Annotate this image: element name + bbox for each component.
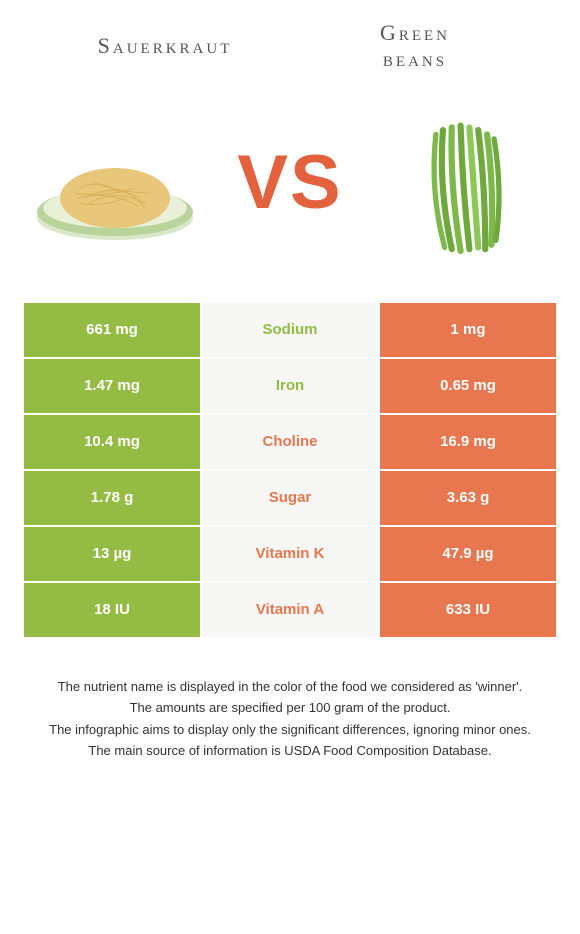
right-value: 1 mg: [380, 303, 556, 357]
footer-line: The nutrient name is displayed in the co…: [20, 677, 560, 697]
left-value: 13 µg: [24, 527, 200, 581]
footer-line: The main source of information is USDA F…: [20, 741, 560, 761]
vs-label: VS: [237, 139, 342, 226]
left-value: 18 IU: [24, 583, 200, 637]
table-row: 18 IUVitamin A633 IU: [24, 583, 556, 637]
title-left: Sauerkraut: [40, 33, 290, 59]
right-value: 0.65 mg: [380, 359, 556, 413]
left-value: 1.47 mg: [24, 359, 200, 413]
right-value: 47.9 µg: [380, 527, 556, 581]
nutrient-name: Vitamin A: [202, 583, 378, 637]
table-row: 1.47 mgIron0.65 mg: [24, 359, 556, 413]
table-row: 661 mgSodium1 mg: [24, 303, 556, 357]
nutrient-name: Iron: [202, 359, 378, 413]
green-beans-image: [380, 98, 550, 268]
right-value: 3.63 g: [380, 471, 556, 525]
footer-line: The infographic aims to display only the…: [20, 720, 560, 740]
left-value: 1.78 g: [24, 471, 200, 525]
left-value: 10.4 mg: [24, 415, 200, 469]
nutrient-name: Sodium: [202, 303, 378, 357]
table-row: 1.78 gSugar3.63 g: [24, 471, 556, 525]
sauerkraut-image: [30, 98, 200, 268]
table-row: 10.4 mgCholine16.9 mg: [24, 415, 556, 469]
footer-notes: The nutrient name is displayed in the co…: [0, 677, 580, 761]
title-right-line1: Green: [380, 20, 450, 45]
left-value: 661 mg: [24, 303, 200, 357]
images-row: VS: [0, 83, 580, 303]
header: Sauerkraut Green beans: [0, 0, 580, 83]
table-row: 13 µgVitamin K47.9 µg: [24, 527, 556, 581]
right-value: 633 IU: [380, 583, 556, 637]
footer-line: The amounts are specified per 100 gram o…: [20, 698, 560, 718]
title-right: Green beans: [290, 20, 540, 73]
nutrient-name: Sugar: [202, 471, 378, 525]
nutrient-name: Vitamin K: [202, 527, 378, 581]
title-right-line2: beans: [383, 46, 447, 71]
nutrient-table: 661 mgSodium1 mg1.47 mgIron0.65 mg10.4 m…: [24, 303, 556, 637]
right-value: 16.9 mg: [380, 415, 556, 469]
nutrient-name: Choline: [202, 415, 378, 469]
